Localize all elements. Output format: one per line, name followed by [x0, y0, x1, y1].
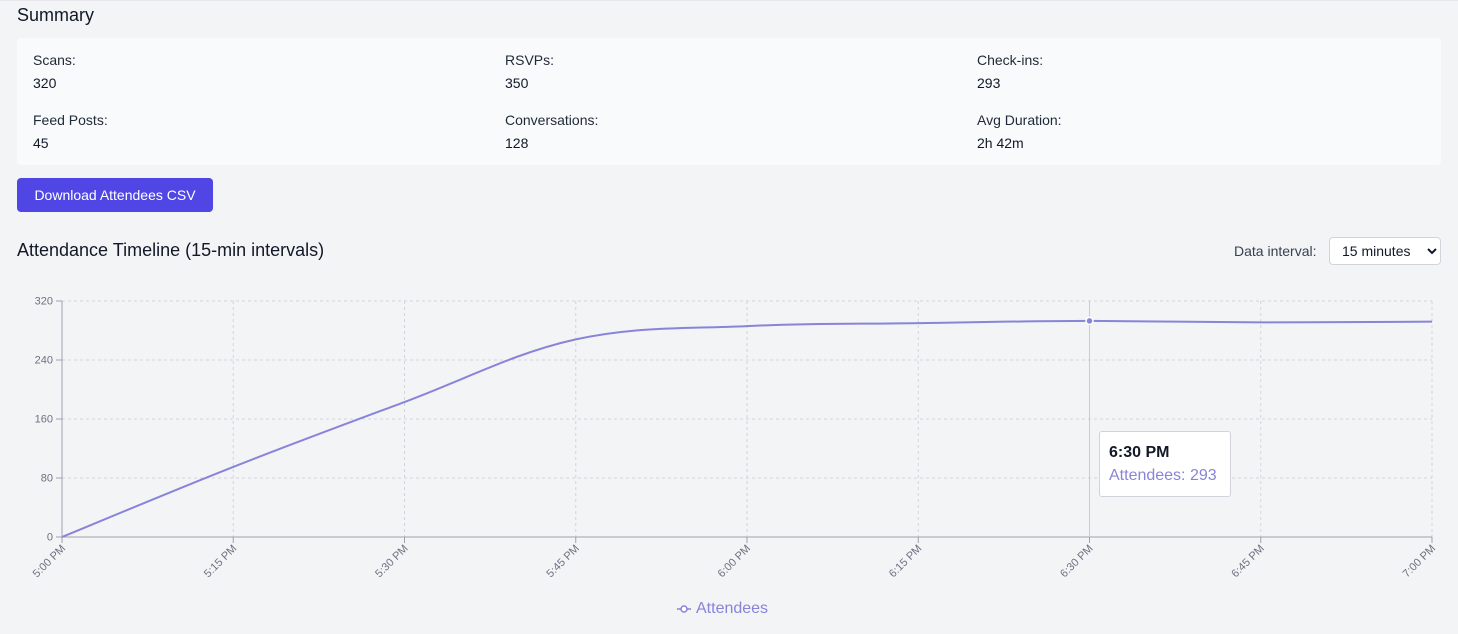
stat-value: 350 [505, 75, 529, 91]
x-tick-label: 6:15 PM [887, 543, 924, 580]
stat-label: Feed Posts: [33, 112, 108, 128]
stat-value: 45 [33, 135, 49, 151]
x-tick-label: 5:45 PM [544, 543, 581, 580]
legend-line-icon [677, 605, 691, 613]
stat-scans: Scans: 320 [33, 52, 433, 91]
stat-label: Avg Duration: [977, 112, 1062, 128]
tooltip-value: Attendees: 293 [1109, 467, 1217, 484]
stat-label: Check-ins: [977, 52, 1044, 68]
chart-legend[interactable]: Attendees [677, 599, 768, 619]
chart-tooltip: 6:30 PM Attendees: 293 [1099, 431, 1231, 497]
y-tick-label: 0 [47, 532, 53, 544]
stat-conversations: Conversations: 128 [505, 112, 905, 151]
y-tick-label: 240 [35, 355, 53, 367]
download-attendees-csv-button[interactable]: Download Attendees CSV [17, 178, 213, 212]
timeline-title: Attendance Timeline (15-min intervals) [17, 240, 325, 260]
stat-feed-posts: Feed Posts: 45 [33, 112, 433, 151]
active-data-point [1085, 316, 1094, 326]
stat-value: 2h 42m [977, 135, 1024, 151]
summary-title: Summary [17, 5, 95, 25]
y-tick-label: 80 [41, 473, 53, 485]
stat-value: 293 [977, 75, 1001, 91]
x-tick-label: 5:00 PM [31, 543, 68, 580]
top-divider [0, 0, 1458, 1]
stat-rsvps: RSVPs: 350 [505, 52, 905, 91]
x-tick-label: 5:15 PM [202, 543, 239, 580]
tooltip-time: 6:30 PM [1109, 444, 1170, 461]
stat-avg-duration: Avg Duration: 2h 42m [977, 112, 1377, 151]
series-line-attendees [61, 319, 1433, 538]
attendance-chart[interactable]: 0 80 160 240 320 5:00 PM 5:15 PM 5:30 PM 5:45 PM… [0, 280, 1458, 581]
x-tick-label: 6:45 PM [1229, 543, 1266, 580]
stat-label: Conversations: [505, 112, 599, 128]
summary-card: Scans: 320 RSVPs: 350 Check-ins: 293 Fee… [17, 38, 1441, 165]
x-tick-label: 5:30 PM [373, 543, 410, 580]
stat-label: RSVPs: [505, 52, 555, 68]
x-tick-label: 6:00 PM [716, 543, 753, 580]
data-interval-label: Data interval: [1234, 243, 1317, 259]
stat-value: 128 [505, 135, 529, 151]
legend-label-attendees: Attendees [696, 600, 769, 617]
stat-check-ins: Check-ins: 293 [977, 52, 1377, 91]
x-tick-label: 7:00 PM [1401, 543, 1438, 580]
y-tick-label: 320 [35, 296, 53, 308]
stat-value: 320 [33, 75, 57, 91]
y-tick-label: 160 [35, 414, 53, 426]
x-tick-label: 6:30 PM [1058, 543, 1095, 580]
data-interval-select[interactable]: 15 minutes [1329, 237, 1441, 265]
stat-label: Scans: [33, 52, 76, 68]
